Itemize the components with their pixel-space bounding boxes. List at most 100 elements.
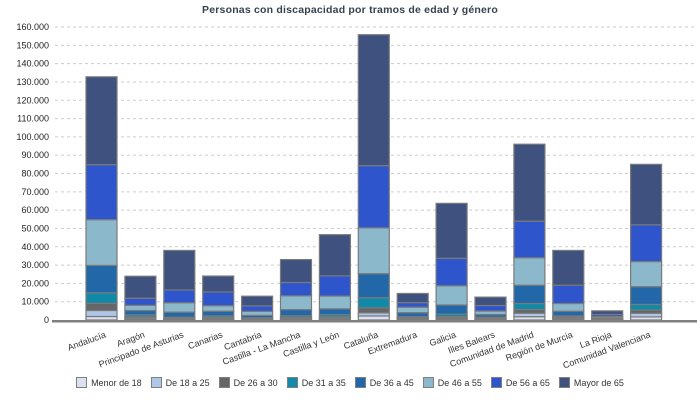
bar-segment (318, 234, 351, 277)
bar-segment (163, 289, 196, 304)
bar-segment (629, 286, 663, 306)
bar-segment (241, 305, 274, 312)
legend-swatch (218, 377, 230, 388)
bar-segment (318, 308, 351, 316)
legend-item-mayor-de-65[interactable]: Mayor de 65 (558, 377, 624, 388)
bar-segment (202, 291, 235, 307)
bar-segment (318, 275, 351, 297)
legend-swatch (490, 377, 502, 388)
y-axis-tick-label: 70.000 (21, 187, 49, 197)
legend-item-de-31-a-35[interactable]: De 31 a 35 (286, 377, 346, 388)
bar-segment (202, 305, 235, 312)
bar-segment (279, 281, 313, 297)
bar-segment (124, 304, 157, 312)
bar-segment (591, 310, 624, 316)
bar-segment (435, 257, 468, 287)
y-axis-tick-label: 110.000 (17, 114, 49, 124)
legend-item-menor-de-18[interactable]: Menor de 18 (76, 377, 142, 388)
bar-segment (318, 295, 351, 310)
y-axis-tick-label: 160.000 (16, 22, 49, 32)
bar-segment (357, 297, 390, 309)
bar-segment (163, 302, 196, 313)
bar-segment (357, 34, 390, 167)
bar-segment (474, 296, 507, 307)
bar-segment (202, 275, 235, 293)
bar-segment (435, 304, 468, 315)
x-axis-category-label: Andalucía (66, 329, 107, 352)
bar-segment (629, 163, 663, 226)
chart-legend: Menor de 18 De 18 a 25 De 26 a 30 De 31 a 3… (0, 377, 700, 388)
legend-label: Mayor de 65 (573, 377, 624, 388)
bar-segment (552, 302, 585, 312)
legend-swatch (286, 377, 298, 388)
bar-segment (124, 297, 157, 306)
bar-segment (85, 264, 118, 294)
bar-segment (85, 309, 118, 318)
bar-segment (85, 219, 118, 267)
bar-segment (552, 310, 585, 317)
bar-segment (396, 306, 429, 314)
bar-segment (474, 304, 507, 312)
y-axis-tick-label: 20.000 (21, 278, 49, 288)
legend-swatch (354, 377, 366, 388)
bar-segment (163, 311, 196, 318)
legend-swatch (422, 377, 434, 388)
x-axis-category-label: Canarias (187, 329, 225, 351)
bar-segment (279, 308, 313, 317)
bar-segment (241, 310, 274, 317)
bar-segment (552, 284, 585, 305)
legend-item-de-26-a-30[interactable]: De 26 a 30 (218, 377, 278, 388)
y-axis-tick-label: 10.000 (21, 297, 49, 307)
legend-item-de-18-a-25[interactable]: De 18 a 25 (150, 377, 210, 388)
bar-segment (357, 165, 390, 229)
y-axis-tick-label: 100.000 (16, 132, 49, 142)
legend-label: De 56 a 65 (505, 377, 550, 388)
y-axis-tick-label: 140.000 (16, 59, 49, 69)
y-axis-tick-label: 60.000 (21, 205, 49, 215)
chart-title: Personas con discapacidad por tramos de … (202, 4, 498, 16)
legend-swatch (558, 377, 570, 388)
bar-segment (357, 315, 390, 321)
bar-segment (396, 292, 429, 304)
bar-segment (279, 295, 313, 311)
bar-segment (552, 249, 585, 286)
bar-segment (124, 309, 157, 316)
bar-segment (513, 284, 546, 305)
bar-segment (85, 76, 118, 166)
bar-segment (629, 224, 663, 263)
bar-segment (435, 285, 468, 306)
bar-segment (513, 302, 546, 311)
bar-segment (124, 275, 157, 299)
y-axis-tick-label: 150.000 (16, 40, 49, 50)
y-axis-tick-label: 30.000 (21, 260, 49, 270)
legend-item-de-56-a-65[interactable]: De 56 a 65 (490, 377, 550, 388)
legend-item-de-36-a-45[interactable]: De 36 a 45 (354, 377, 414, 388)
bar-segment (85, 164, 118, 221)
legend-label: De 46 a 55 (437, 377, 482, 388)
bar-segment (435, 202, 468, 259)
bar-segment (513, 143, 546, 222)
legend-swatch (150, 377, 162, 388)
y-axis-tick-label: 50.000 (21, 223, 49, 233)
y-axis-tick-label: 120.000 (16, 95, 49, 105)
bar-segment (202, 310, 235, 317)
y-axis-tick-label: 40.000 (21, 242, 49, 252)
stacked-bar-chart: 0 10.000 20.000 30.000 40.000 50.000 60.000 70.… (16, 22, 697, 370)
bar-segment (357, 227, 390, 275)
bar-segment (629, 303, 663, 311)
bar-segment (241, 295, 274, 307)
bar-segment (629, 260, 663, 288)
bar-segment (357, 307, 390, 314)
bar-segment (513, 257, 546, 286)
bar-segment (396, 302, 429, 308)
y-axis-tick-label: 90.000 (21, 150, 49, 160)
legend-label: De 31 a 35 (301, 377, 346, 388)
bar-segment (163, 249, 196, 291)
bar-segment (85, 302, 118, 312)
bar-segment (357, 273, 390, 299)
legend-label: De 18 a 25 (165, 377, 210, 388)
legend-item-de-46-a-55[interactable]: De 46 a 55 (422, 377, 482, 388)
legend-swatch (76, 377, 88, 388)
bar-segment (279, 258, 313, 284)
